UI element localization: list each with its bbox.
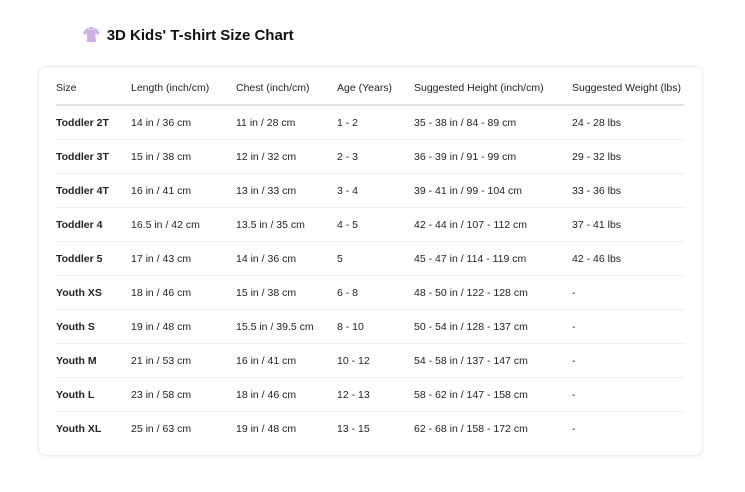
size-cell: Youth XS [56,275,131,310]
size-cell: Toddler 4 [56,207,131,242]
table-cell: 12 in / 32 cm [236,139,337,174]
size-cell: Youth L [56,377,131,412]
table-cell: 12 - 13 [337,377,414,412]
table-cell: 6 - 8 [337,275,414,310]
column-header: Age (Years) [337,71,414,106]
table-cell: 19 in / 48 cm [131,309,236,344]
table-cell: 21 in / 53 cm [131,343,236,378]
table-cell: 1 - 2 [337,105,414,140]
table-cell: 15 in / 38 cm [236,275,337,310]
table-row: Toddler 2T 14 in / 36 cm 11 in / 28 cm 1 - … [56,105,684,140]
table-cell: 13 - 15 [337,422,370,435]
table-cell: - [572,377,684,412]
column-header: Suggested Weight (lbs) [572,71,684,106]
column-header: Chest (inch/cm) [236,71,337,106]
t-shirt-icon: 👚 [82,27,101,44]
size-cell: Toddler 3T [56,139,131,174]
table-cell: 10 - 12 [337,343,414,378]
table-cell: 16 in / 41 cm [131,173,236,208]
table-cell: 18 in / 46 cm [236,377,337,412]
table-cell: 36 - 39 in / 91 - 99 cm [414,139,572,174]
table-row: Toddler 5 17 in / 43 cm 14 in / 36 cm 5 45 -… [56,241,684,276]
table-cell: 15.5 in / 39.5 cm [236,309,337,344]
table-cell: 5 [337,241,414,276]
table-cell: - [572,309,684,344]
table-cell: - [572,275,684,310]
table-row: Youth S 19 in / 48 cm 15.5 in / 39.5 cm 8 -… [56,309,684,344]
table-cell: 50 - 54 in / 128 - 137 cm [414,309,572,344]
page-title: 👚 3D Kids' T-shirt Size Chart [82,26,294,45]
table-cell: 3 - 4 [337,173,414,208]
table-cell: 11 in / 28 cm [236,105,337,140]
table-cell: 54 - 58 in / 137 - 147 cm [414,343,572,378]
table-cell: 19 in / 48 cm [236,422,297,435]
table-cell: 25 in / 63 cm [131,422,192,435]
table-cell: 29 - 32 lbs [572,139,684,174]
table-cell: 8 - 10 [337,309,414,344]
table-cell: - [572,422,576,435]
table-cell: 16.5 in / 42 cm [131,207,236,242]
table-header-row: Size Length (inch/cm) Chest (inch/cm) Age (… [56,71,684,106]
table-cell: 13.5 in / 35 cm [236,207,337,242]
table-cell: 14 in / 36 cm [131,105,236,140]
table-cell: 23 in / 58 cm [131,377,236,412]
table-cell: 15 in / 38 cm [131,139,236,174]
table-cell: 48 - 50 in / 122 - 128 cm [414,275,572,310]
size-cell: Youth S [56,309,131,344]
size-cell: Toddler 4T [56,173,131,208]
size-cell: Toddler 5 [56,241,131,276]
table-cell: 13 in / 33 cm [236,173,337,208]
table-row: Toddler 4T 16 in / 41 cm 13 in / 33 cm 3 - … [56,173,684,208]
table-cell: 14 in / 36 cm [236,241,337,276]
size-chart-table: Size Length (inch/cm) Chest (inch/cm) Age (… [56,71,684,445]
table-cell: 37 - 41 lbs [572,207,684,242]
table-cell: 45 - 47 in / 114 - 119 cm [414,241,572,276]
table-cell: 4 - 5 [337,207,414,242]
table-row: Youth L 23 in / 58 cm 18 in / 46 cm 12 - 13… [56,377,684,412]
table-cell: 24 - 28 lbs [572,105,684,140]
column-header: Suggested Height (inch/cm) [414,71,572,106]
table-cell: 58 - 62 in / 147 - 158 cm [414,377,572,412]
table-cell: 42 - 44 in / 107 - 112 cm [414,207,572,242]
table-cell: 16 in / 41 cm [236,343,337,378]
size-cell: Youth XL [56,422,102,435]
column-header: Length (inch/cm) [131,71,236,106]
table-cell: 42 - 46 lbs [572,241,684,276]
size-cell: Toddler 2T [56,105,131,140]
page-title-text: 3D Kids' T-shirt Size Chart [106,26,294,44]
size-chart-card: Size Length (inch/cm) Chest (inch/cm) Age (… [38,66,703,456]
table-cell: 33 - 36 lbs [572,173,684,208]
table-cell: 35 - 38 in / 84 - 89 cm [414,105,572,140]
table-cell: 62 - 68 in / 158 - 172 cm [414,422,528,435]
table-row: Youth XL 25 in / 63 cm 19 in / 48 cm 13 - 1… [56,412,684,446]
table-cell: 18 in / 46 cm [131,275,236,310]
table-cell: 2 - 3 [337,139,414,174]
column-header: Size [56,71,131,106]
table-row: Youth M 21 in / 53 cm 16 in / 41 cm 10 - 12… [56,343,684,378]
table-row: Toddler 3T 15 in / 38 cm 12 in / 32 cm 2 - … [56,139,684,174]
size-cell: Youth M [56,343,131,378]
table-cell: 17 in / 43 cm [131,241,236,276]
table-cell: - [572,343,684,378]
table-cell: 39 - 41 in / 99 - 104 cm [414,173,572,208]
table-row: Toddler 4 16.5 in / 42 cm 13.5 in / 35 cm 4… [56,207,684,242]
